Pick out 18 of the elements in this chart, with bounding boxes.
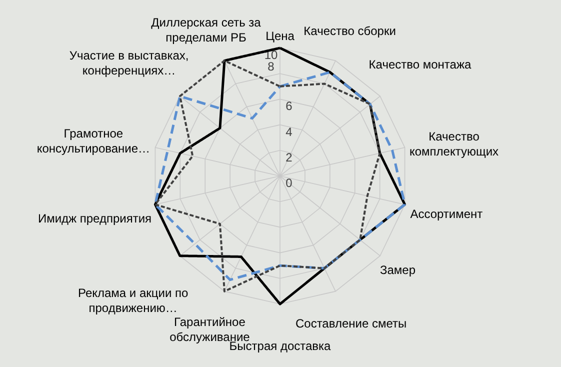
spoke-label: Ассортимент [410, 206, 484, 221]
spoke-label: Качество комплектующих [409, 129, 499, 158]
spoke-label: Замер [380, 262, 416, 277]
y-tick-label: 4 [286, 124, 293, 139]
spoke-label: Качество сборки [304, 24, 396, 38]
y-tick-label: 6 [286, 99, 293, 114]
spoke-label: Качество монтажа [368, 57, 472, 72]
spoke-label: Участие в выставках, конференциях… [69, 48, 189, 78]
y-tick-label: 8 [268, 60, 275, 74]
y-tick-label: 2 [286, 150, 293, 164]
spoke-label: Реклама и акции по продвижению… [78, 286, 189, 316]
spoke-label: Составление сметы [295, 316, 407, 331]
spoke-label: Имидж предприятия [38, 211, 152, 226]
spoke-label: Грамотное консультирование… [36, 126, 150, 156]
spoke-label: Диллерская сеть за пределами РБ [151, 15, 262, 44]
y-tick-label: 0 [286, 176, 293, 190]
spoke-label: Гарантийное обслуживание [170, 314, 250, 344]
spoke-label: Цена [266, 29, 295, 43]
